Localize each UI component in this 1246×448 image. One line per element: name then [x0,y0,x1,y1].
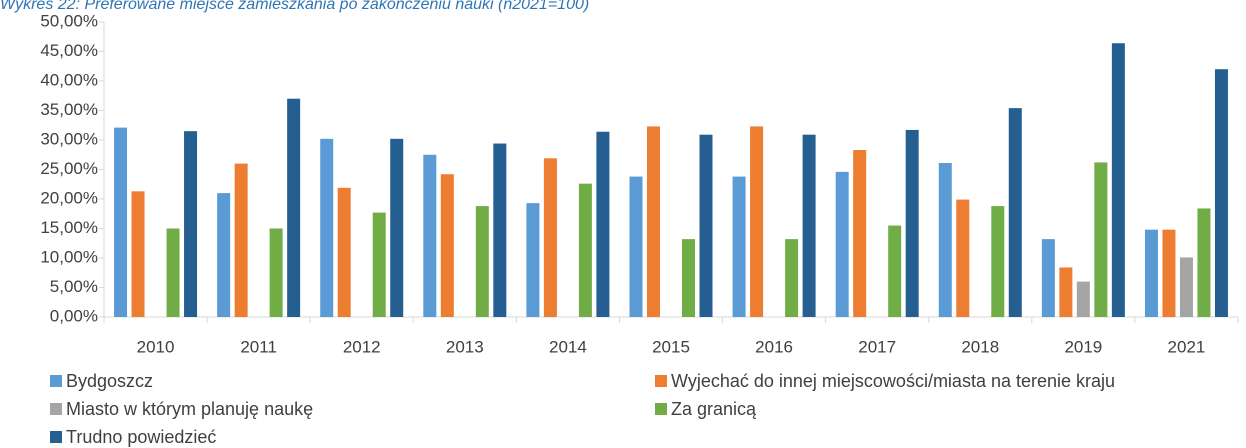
bar [1041,239,1055,317]
bar [1162,229,1176,317]
bar [475,206,489,317]
x-tick-label: 2017 [858,337,896,356]
y-tick-label: 30,00% [40,129,98,148]
x-tick-label: 2021 [1168,337,1206,356]
bar [131,191,145,317]
y-tick-label: 45,00% [40,41,98,60]
bar [287,98,301,317]
x-tick-label: 2019 [1064,337,1102,356]
bar [320,138,334,317]
bar [1111,43,1125,318]
bar [234,163,248,317]
y-tick-label: 40,00% [40,70,98,89]
bar [853,150,867,317]
bar [1197,208,1211,317]
legend-label: Za granicą [671,399,757,419]
bar [337,187,351,317]
y-tick-label: 15,00% [40,218,98,237]
bar [1059,267,1073,317]
x-tick-label: 2011 [240,337,277,356]
bar [526,203,540,317]
legend-label: Miasto w którym planuję naukę [66,399,313,419]
x-tick-label: 2012 [343,337,381,356]
bar [732,176,746,317]
bar [423,154,437,317]
bar [114,127,128,317]
legend-swatch [655,375,667,387]
bar [493,143,507,317]
x-tick-label: 2015 [652,337,690,356]
bar [956,199,970,317]
bar [1179,257,1193,317]
x-tick-label: 2014 [549,337,587,356]
y-tick-label: 35,00% [40,100,98,119]
bar [991,206,1005,317]
bar [578,183,592,317]
bar [699,134,713,317]
bar [1094,162,1108,317]
bar [938,163,952,317]
legend-swatch [50,375,62,387]
bar [888,225,902,317]
bar [835,171,849,317]
chart-title: Wykres 22: Preferowane miejsce zamieszka… [0,0,589,13]
bar [647,126,660,318]
x-tick-label: 2010 [137,337,175,356]
bar [1214,69,1228,317]
y-tick-label: 5,00% [50,277,98,296]
x-tick-label: 2016 [755,337,793,356]
bar [1008,108,1022,317]
bar [750,126,764,318]
bar [269,228,283,317]
y-tick-label: 20,00% [40,188,98,207]
bar [390,138,404,317]
bar [905,129,919,317]
bar [629,176,643,317]
bar [1144,229,1158,317]
legend-swatch [50,403,62,415]
x-tick-label: 2013 [446,337,484,356]
bar [596,131,610,317]
x-tick-label: 2018 [961,337,999,356]
bar [682,239,695,317]
bar [372,212,386,317]
bar [440,174,454,317]
bar [166,228,180,317]
y-tick-label: 50,00% [40,11,98,30]
y-tick-label: 0,00% [50,306,98,325]
legend-label: Trudno powiedzieć [66,427,216,447]
y-tick-label: 10,00% [40,247,98,266]
bar [217,193,231,317]
bar [785,239,799,317]
bar [802,134,816,317]
legend-label: Bydgoszcz [66,371,153,391]
legend-label: Wyjechać do innej miejscowości/miasta na… [671,371,1115,391]
bar [543,158,557,317]
bar [184,131,198,317]
legend-swatch [655,403,667,415]
legend-swatch [50,431,62,443]
y-tick-label: 25,00% [40,159,98,178]
bar [1076,281,1090,317]
